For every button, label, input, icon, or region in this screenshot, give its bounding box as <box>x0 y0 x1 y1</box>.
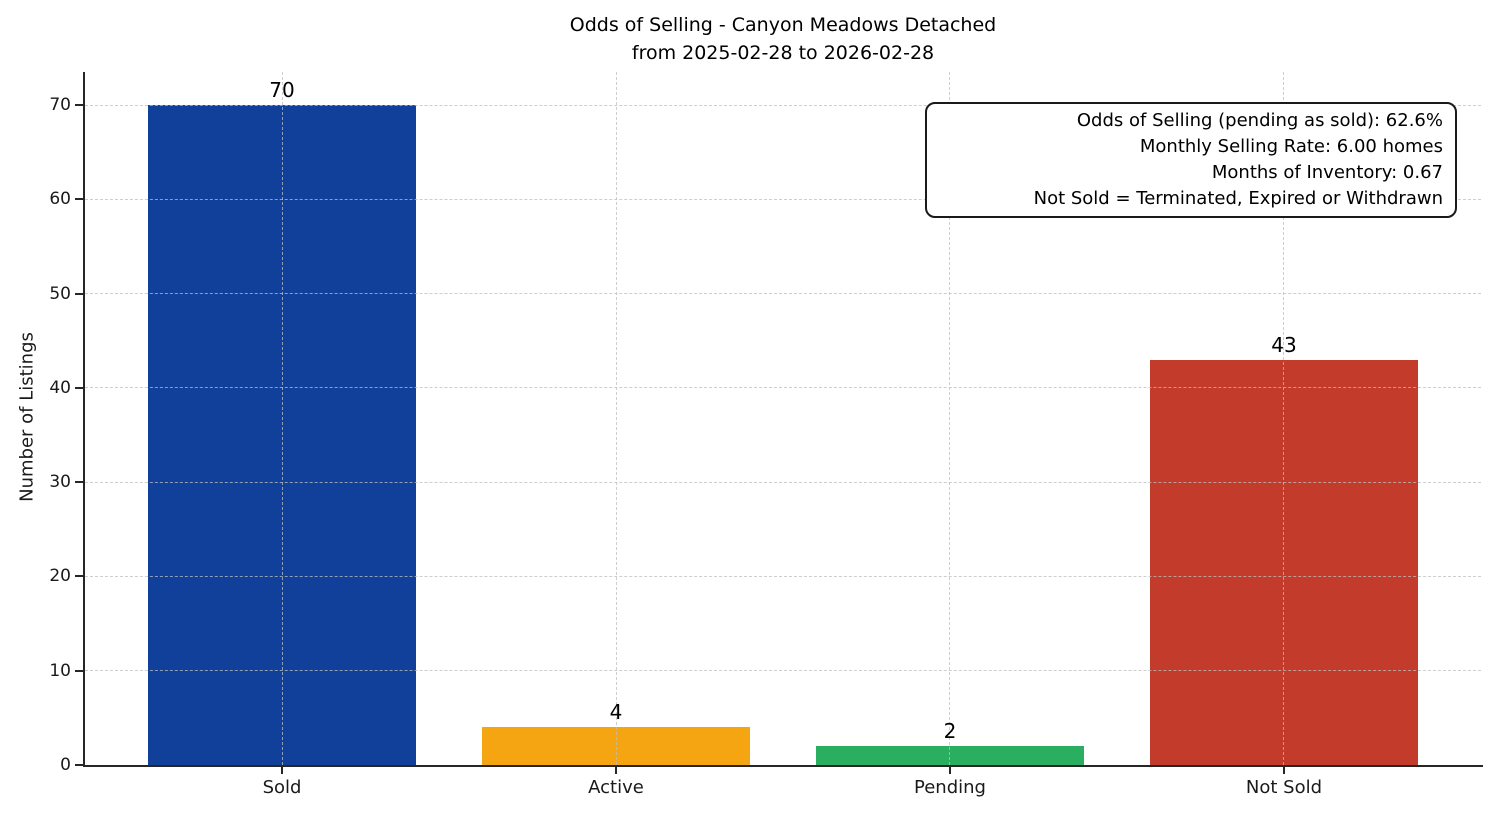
y-tick-mark-70 <box>75 104 85 106</box>
chart-title-line-2: from 2025-02-28 to 2026-02-28 <box>631 42 935 64</box>
bar-value-label-active: 4 <box>609 700 623 725</box>
chart-title-line-1: Odds of Selling - Canyon Meadows Detache… <box>569 14 997 36</box>
y-tick-label-0: 0 <box>60 755 71 775</box>
gridline-horizontal-60 <box>85 198 1481 200</box>
y-tick-mark-50 <box>75 292 85 295</box>
gridline-vertical-pending <box>949 72 951 765</box>
bar-value-label-pending: 2 <box>943 719 957 744</box>
y-tick-mark-40 <box>75 386 85 389</box>
annotation-line-odds-of-selling: Odds of Selling (pending as sold): 62.6% <box>1076 110 1443 131</box>
y-tick-mark-10 <box>75 669 85 672</box>
gridline-vertical-not-sold <box>1283 72 1285 765</box>
x-axis-spine <box>83 765 1483 767</box>
annotation-line-months-of-inventory: Months of Inventory: 0.67 <box>1211 162 1443 183</box>
gridline-horizontal-20 <box>85 575 1481 577</box>
y-tick-label-70: 70 <box>49 95 71 115</box>
gridline-vertical-active <box>615 72 617 765</box>
x-tick-label-not-sold: Not Sold <box>1245 777 1323 798</box>
annotation-line-not-sold-definition: Not Sold = Terminated, Expired or Withdr… <box>1033 188 1443 209</box>
y-tick-mark-30 <box>75 481 85 484</box>
y-tick-label-20: 20 <box>49 566 71 587</box>
plot-area: 0 10 20 30 40 50 60 70 70 Sold 4 Active 2 Pending 43 No… <box>49 72 1481 798</box>
y-tick-mark-60 <box>75 198 85 201</box>
y-tick-label-10: 10 <box>49 660 71 681</box>
annotation-line-monthly-selling-rate: Monthly Selling Rate: 6.00 homes <box>1139 136 1443 157</box>
bar-value-label-sold: 70 <box>269 78 295 102</box>
y-axis-spine <box>83 72 85 767</box>
chart-title: Odds of Selling - Canyon Meadows Detache… <box>85 11 1481 67</box>
gridline-vertical-sold <box>281 72 283 765</box>
x-tick-label-sold: Sold <box>262 777 302 798</box>
x-tick-mark-sold <box>281 765 284 774</box>
x-tick-mark-pending <box>948 765 951 774</box>
gridline-horizontal-70 <box>85 104 1481 106</box>
gridline-horizontal-40 <box>85 387 1481 389</box>
x-tick-label-pending: Pending <box>914 777 986 798</box>
gridline-horizontal-50 <box>85 293 1481 295</box>
x-tick-mark-active <box>615 765 617 774</box>
y-tick-label-50: 50 <box>49 283 71 304</box>
y-tick-label-40: 40 <box>49 377 71 398</box>
bar-value-label-not-sold: 43 <box>1271 332 1297 357</box>
annotation-box: Odds of Selling (pending as sold): 62.6%… <box>925 102 1457 218</box>
y-tick-label-30: 30 <box>49 472 71 493</box>
y-tick-mark-0 <box>75 764 85 766</box>
x-tick-label-active: Active <box>588 777 644 798</box>
y-tick-label-60: 60 <box>49 189 71 210</box>
gridline-horizontal-30 <box>85 481 1481 483</box>
y-tick-mark-20 <box>75 575 85 578</box>
x-tick-mark-not-sold <box>1282 765 1285 774</box>
gridline-horizontal-10 <box>85 670 1481 672</box>
